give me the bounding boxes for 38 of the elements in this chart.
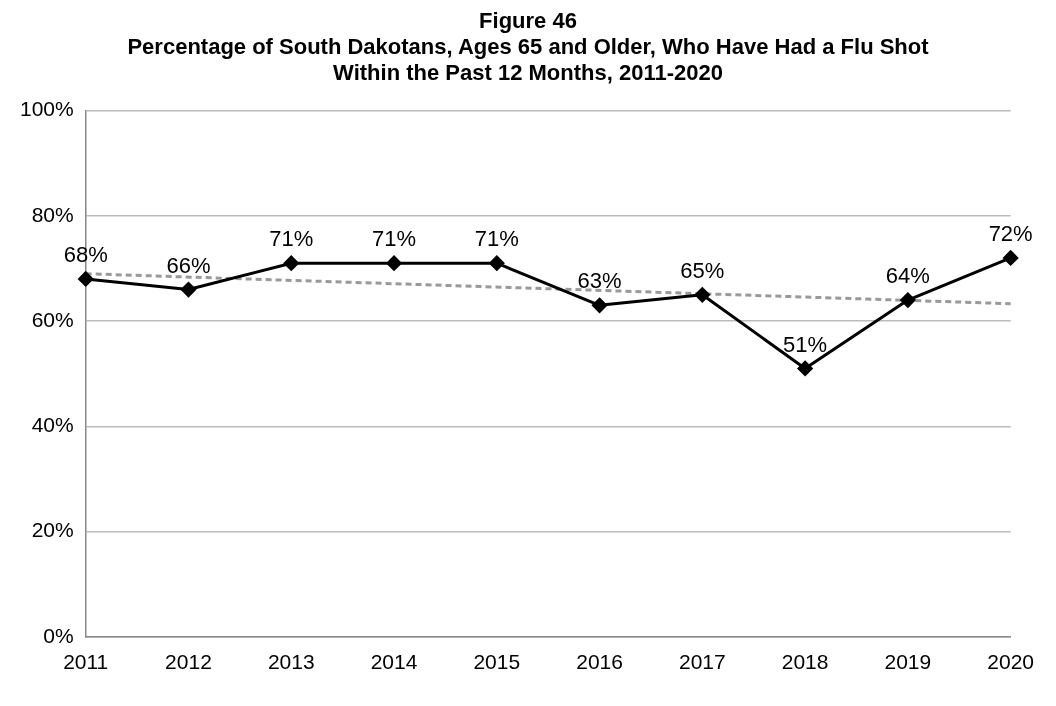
data-label: 72% [988, 221, 1033, 246]
chart-subtitle: Percentage of South Dakotans, Ages 65 and Older, Who Have Had a Flu Shot Within the Past 12 Months, 2011-2020 [126, 34, 930, 86]
data-label: 63% [577, 268, 622, 294]
point [592, 297, 608, 313]
x-tick-label: 2020 [987, 650, 1034, 674]
data-label: 71% [474, 226, 519, 252]
x-tick-label: 2013 [267, 650, 315, 674]
point [694, 287, 710, 303]
data-label: 51% [783, 331, 828, 357]
point [180, 282, 196, 298]
x-tick-label: 2019 [884, 650, 932, 674]
data-label: 71% [269, 226, 314, 252]
point [489, 255, 505, 271]
y-tick-label: 100% [19, 97, 74, 121]
x-tick-label: 2014 [370, 650, 418, 674]
x-tick-label: 2011 [63, 650, 109, 674]
data-label: 64% [885, 263, 930, 289]
data-label: 66% [166, 252, 211, 278]
x-tick-label: 2012 [165, 650, 212, 674]
y-tick-label: 20% [31, 518, 74, 542]
point [283, 255, 299, 271]
x-tick-label: 2017 [678, 650, 726, 674]
point [1003, 250, 1019, 266]
y-tick-label: 60% [31, 307, 74, 331]
data-label: 71% [372, 226, 417, 252]
y-tick-label: 0% [43, 623, 74, 647]
point [797, 360, 813, 376]
y-tick-label: 40% [31, 413, 74, 437]
data-label: 65% [680, 257, 725, 283]
point [386, 255, 402, 271]
x-tick-label: 2016 [576, 650, 623, 674]
point [78, 271, 94, 287]
y-tick-label: 80% [31, 202, 74, 226]
x-tick-label: 2018 [781, 650, 829, 674]
point [900, 292, 916, 308]
x-tick-label: 2015 [473, 650, 521, 674]
chart-title: Figure 46 [478, 8, 578, 34]
data-label: 68% [63, 242, 108, 268]
